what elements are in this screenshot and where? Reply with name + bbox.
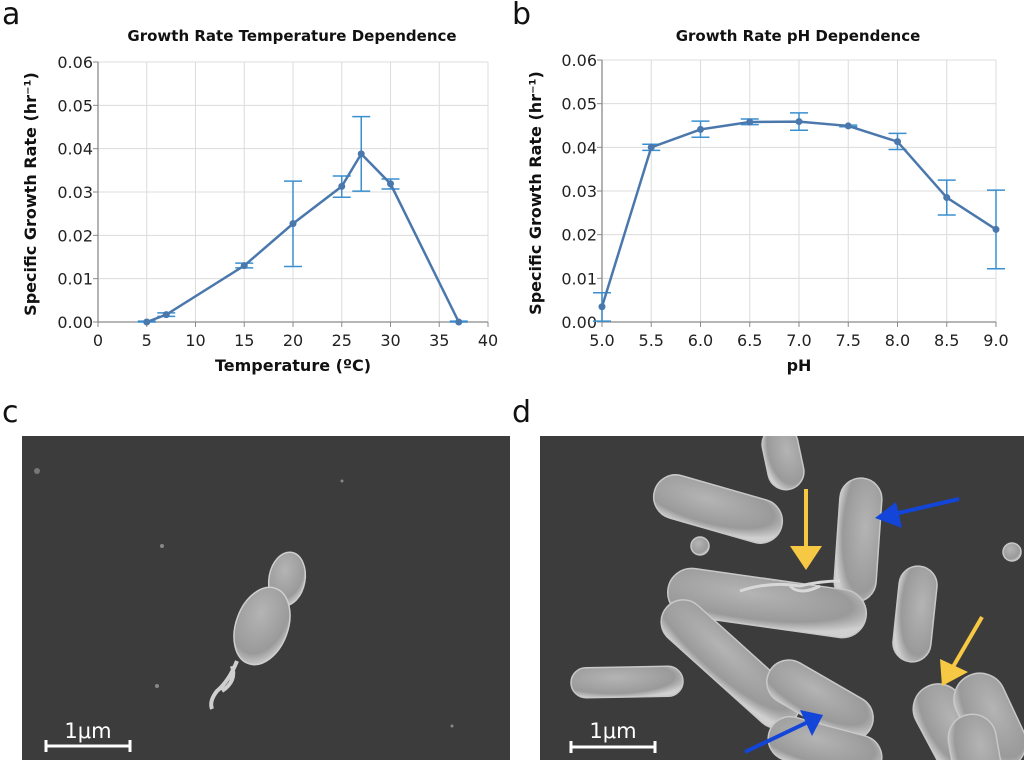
x-tick-label: 9.0: [983, 331, 1008, 350]
data-point: [455, 318, 463, 326]
y-tick-label: 0.01: [561, 269, 597, 288]
y-tick-label: 0.04: [561, 138, 597, 157]
x-tick-label: 8.5: [934, 331, 959, 350]
chart-ph: Growth Rate pH Dependence 0.00 0.01 0.02 0.0…: [526, 27, 1009, 375]
data-point: [795, 118, 803, 126]
x-tick-label: 0: [93, 331, 103, 350]
x-tick-label: 30: [380, 331, 400, 350]
data-point: [240, 262, 248, 270]
scale-bar-label: 1μm: [589, 719, 636, 743]
data-point: [746, 118, 754, 126]
y-axis-label: Specific Growth Rate (hr⁻¹): [21, 72, 40, 316]
scale-bar-d: 1μm: [569, 719, 657, 753]
y-tick-label: 0.00: [561, 313, 597, 332]
y-tick-label: 0.03: [561, 182, 597, 201]
scale-bar-label: 1μm: [64, 719, 111, 743]
x-tick-label: 20: [283, 331, 303, 350]
x-axis-label: Temperature (ºC): [215, 356, 371, 375]
x-axis-label: pH: [787, 356, 812, 375]
yellow-arrow-2: [940, 615, 984, 686]
yellow-arrow-1: [790, 489, 822, 570]
x-tick-label: 25: [332, 331, 352, 350]
x-tick-label: 10: [185, 331, 205, 350]
panel-label-d: d: [512, 395, 531, 430]
panel-label-b: b: [512, 0, 531, 32]
x-tick-label: 8.0: [885, 331, 910, 350]
data-point: [697, 125, 704, 133]
data-point: [598, 303, 606, 311]
data-point: [143, 318, 151, 326]
y-tick-label: 0.06: [561, 51, 597, 70]
micrograph-c: 1μm: [22, 436, 510, 760]
bacteria-cells: [570, 436, 1024, 760]
bacterium-cell: [209, 551, 307, 710]
x-tick-label: 40: [478, 331, 498, 350]
chart-title: Growth Rate Temperature Dependence: [127, 27, 456, 45]
y-tick-label: 0.06: [57, 53, 93, 72]
data-point: [338, 182, 346, 190]
y-tick-label: 0.00: [57, 313, 93, 332]
micrograph-d: 1μm: [540, 436, 1024, 760]
scale-bar-c: 1μm: [44, 719, 132, 752]
y-tick-label: 0.03: [57, 183, 93, 202]
x-tick-label: 6.5: [737, 331, 762, 350]
panel-label-a: a: [2, 0, 20, 32]
x-tick-label: 6.0: [688, 331, 713, 350]
data-point: [357, 150, 365, 158]
x-tick-label: 7.0: [786, 331, 811, 350]
y-tick-label: 0.02: [561, 226, 597, 245]
blue-arrow-1: [875, 497, 960, 528]
x-tick-label: 5.5: [639, 331, 664, 350]
data-point: [647, 143, 655, 151]
data-point: [162, 311, 170, 319]
blue-arrow-2: [744, 710, 823, 754]
y-tick-label: 0.05: [57, 96, 93, 115]
y-tick-label: 0.02: [57, 226, 93, 245]
x-tick-label: 7.5: [836, 331, 861, 350]
x-tick-label: 35: [429, 331, 449, 350]
y-tick-label: 0.01: [57, 270, 93, 289]
panel-label-c: c: [2, 395, 19, 430]
data-point: [289, 220, 297, 228]
chart-temperature: Growth Rate Temperature Dependence 0.00 0.…: [21, 27, 498, 375]
y-tick-label: 0.05: [561, 95, 597, 114]
x-tick-label: 15: [234, 331, 254, 350]
data-point: [387, 180, 394, 188]
data-point: [992, 225, 1000, 233]
data-point: [844, 122, 852, 130]
x-tick-label: 5: [142, 331, 152, 350]
x-tick-label: 5.0: [589, 331, 614, 350]
y-tick-label: 0.04: [57, 140, 93, 159]
data-point: [943, 194, 951, 202]
y-axis-label: Specific Growth Rate (hr⁻¹): [526, 71, 545, 315]
series-line: [146, 151, 460, 324]
data-point: [894, 138, 901, 146]
chart-title: Growth Rate pH Dependence: [676, 27, 921, 45]
